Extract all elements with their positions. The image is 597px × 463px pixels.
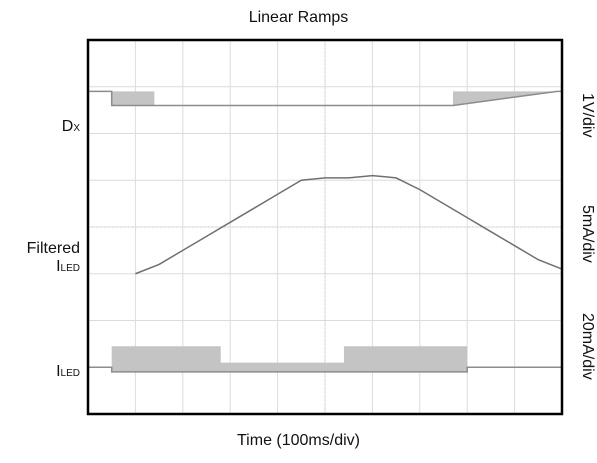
trace-band-0: [88, 91, 562, 106]
channel-label-iled-sub: LED: [60, 368, 80, 379]
chart-title: Linear Ramps: [248, 9, 349, 26]
channel-label-dx-sub: X: [73, 123, 80, 134]
scale-label-dx: 1V/div: [579, 93, 596, 138]
channel-label-dx-main: D: [61, 118, 74, 135]
x-axis-label: Time (100ms/div): [237, 432, 360, 449]
trace-line-2: [88, 366, 562, 373]
channel-label-filtered-sub: LED: [60, 263, 80, 274]
scale-label-iled: 20mA/div: [579, 313, 596, 380]
channel-label-filtered-main: I: [56, 258, 61, 275]
channel-label-filtered-prefix: Filtered: [26, 240, 80, 257]
channel-label-filtered: Filtered ILED: [0, 240, 80, 276]
plot-frame: [86, 38, 564, 416]
trace-line-0: [88, 90, 562, 107]
channel-label-iled-main: I: [56, 363, 61, 380]
scale-label-filtered: 5mA/div: [579, 205, 596, 263]
trace-line-1: [135, 174, 563, 275]
channel-label-iled: ILED: [20, 363, 80, 381]
channel-label-dx: DX: [20, 118, 80, 136]
trace-band-2: [88, 346, 562, 372]
